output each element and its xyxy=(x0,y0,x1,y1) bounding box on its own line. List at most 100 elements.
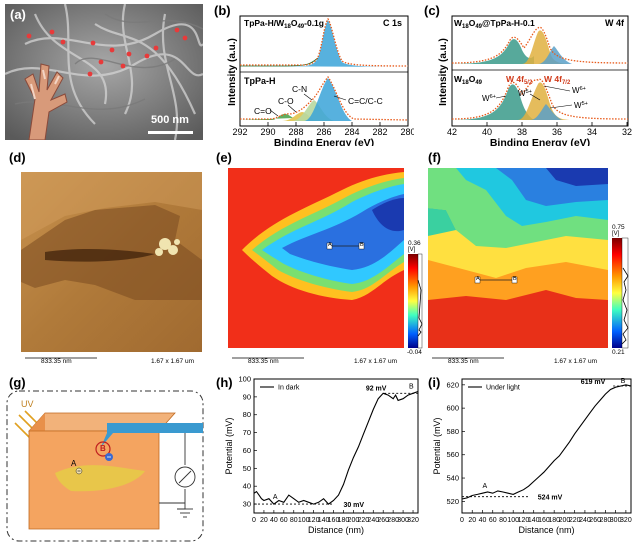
x-tick-label: 160 xyxy=(538,517,550,524)
peak-label-c-c: C=C/C-C xyxy=(348,96,383,106)
panel-g: (g) UV A B xyxy=(5,373,207,545)
top-tag: W 4f xyxy=(605,18,625,28)
x-tick-label: 288 xyxy=(288,127,303,137)
panel-h: (h) 0 20 40 60 80 100 120 140 160 180 200 220 240 260… xyxy=(212,373,424,547)
x-tick-label: 0 xyxy=(252,517,256,524)
w4f52-label: W 4f5/2 xyxy=(506,74,533,86)
point-b: B xyxy=(621,378,626,385)
y-tick-label: 560 xyxy=(446,450,459,459)
uv-label: UV xyxy=(21,399,34,409)
annotation-high: 92 mV xyxy=(366,385,387,392)
chart-light-profile: 0 20 40 60 80 1001201401601802002202402602803… xyxy=(432,378,632,535)
x-axis-label: Distance (nm) xyxy=(308,525,364,535)
x-tick-label: 32 xyxy=(622,127,632,137)
x-axis-label: Distance (nm) xyxy=(518,525,574,535)
kpfm-dark-image xyxy=(228,168,423,359)
top-title: TpPa-H/W18O49-0.1g xyxy=(244,18,324,30)
x-tick-label: 100 xyxy=(507,517,519,524)
bottom-title: W18O49 xyxy=(454,74,483,86)
point-a: A xyxy=(273,494,278,501)
x-tick-label: 80 xyxy=(290,517,298,524)
peak-label-c-n: C-N xyxy=(292,84,307,94)
top-title: W18O49@TpPa-H-0.1 xyxy=(454,18,535,30)
x-tick-label: 140 xyxy=(528,517,540,524)
point-a: A xyxy=(482,483,487,490)
point-b: B xyxy=(360,242,364,248)
x-tick-label: 282 xyxy=(372,127,387,137)
point-b: B xyxy=(100,444,106,453)
scale-left-label: 833.35 nm xyxy=(41,358,72,365)
w6-label: W6+ xyxy=(572,86,586,95)
colorbar-unit: [V] xyxy=(408,247,416,253)
x-tick-label: 40 xyxy=(482,127,492,137)
scale-bar xyxy=(148,131,193,134)
colorbar-max: 0.75 xyxy=(612,224,625,231)
panel-label: (d) xyxy=(9,150,26,165)
annotation-low: 524 mV xyxy=(538,495,563,502)
scale-right-label: 1.67 x 1.67 um xyxy=(354,358,397,365)
x-tick-label: 260 xyxy=(589,517,601,524)
afm-topography-image xyxy=(21,172,202,359)
y-tick-label: 70 xyxy=(243,428,251,437)
panel-i: (i) 0 20 40 60 80 100 120 140 160 180 200 220 240 260… xyxy=(426,373,637,547)
y-tick-label: 60 xyxy=(243,446,251,455)
colorbar-unit: [V] xyxy=(612,231,620,237)
x-tick-label: 42 xyxy=(447,127,457,137)
panel-label: (a) xyxy=(10,7,26,22)
kpfm-light-image xyxy=(428,168,629,359)
w5-label: W5+ xyxy=(574,101,588,110)
scale-right-label: 1.67 x 1.67 um xyxy=(151,358,194,365)
x-tick-label: 40 xyxy=(479,517,487,524)
panel-label: (e) xyxy=(216,150,232,165)
y-tick-label: 540 xyxy=(446,474,459,483)
x-tick-label: 100 xyxy=(298,517,310,524)
x-tick-label: 120 xyxy=(518,517,530,524)
x-tick-label: 240 xyxy=(367,517,379,524)
x-tick-label: 280 xyxy=(400,127,414,137)
x-tick-label: 300 xyxy=(610,517,622,524)
panel-a: (a) 500 nm xyxy=(4,3,204,141)
series-line xyxy=(461,384,632,500)
peak-label-c-o-double: C=O xyxy=(254,106,272,116)
x-tick-label: 280 xyxy=(600,517,612,524)
x-tick-label: 292 xyxy=(232,127,247,137)
plot-frame xyxy=(253,378,419,514)
panel-d: (d) 833.35 nm 1.67 x 1.67 um xyxy=(5,150,205,368)
panel-label: (i) xyxy=(428,375,441,390)
w4f72-label: W 4f7/2 xyxy=(544,74,571,86)
scale-left-label: 833.35 nm xyxy=(248,358,279,365)
panel-b: (b) 292 290 288 286 284 282 280 Binding … xyxy=(212,0,414,146)
y-tick-label: 100 xyxy=(238,375,251,384)
coral-inset xyxy=(24,63,68,141)
point-a: A xyxy=(71,459,77,468)
xps-c1s-plot: 292 290 288 286 284 282 280 Binding Ener… xyxy=(227,15,414,146)
x-tick-label: 300 xyxy=(397,517,409,524)
sem-image xyxy=(4,3,204,141)
x-tick-label: 140 xyxy=(318,517,330,524)
annotation-low: 30 mV xyxy=(343,502,364,509)
x-axis-label: Binding Energy (eV) xyxy=(490,137,590,146)
colorbar-min: -0.04 xyxy=(407,349,422,356)
x-tick-label: 200 xyxy=(559,517,571,524)
colorbar-max: 0.36 xyxy=(408,240,421,247)
y-axis-label: Potential (mV) xyxy=(432,417,442,474)
point-a: A xyxy=(328,242,332,248)
y-tick-label: 80 xyxy=(243,410,251,419)
series-line xyxy=(253,390,419,505)
x-tick-label: 240 xyxy=(579,517,591,524)
bottom-title: TpPa-H xyxy=(244,76,276,86)
x-tick-label: 284 xyxy=(344,127,359,137)
panel-label: (h) xyxy=(216,375,233,390)
xps-w4f-plot: 42 40 38 36 34 32 Binding Energy (eV) In… xyxy=(438,15,632,146)
annotation-high: 619 mV xyxy=(581,379,606,386)
point-b: B xyxy=(409,383,414,390)
panel-label: (f) xyxy=(428,150,441,165)
panel-c: (c) 42 40 38 36 34 32 Binding Energy (eV… xyxy=(422,0,634,146)
scale-right-label: 1.67 x 1.67 um xyxy=(554,358,597,365)
w6-label: W6+ xyxy=(482,94,496,103)
x-tick-label: 80 xyxy=(499,517,507,524)
y-tick-label: 600 xyxy=(446,404,459,413)
panel-label: (g) xyxy=(9,375,26,390)
y-axis-label: Intensity (a.u.) xyxy=(227,38,238,106)
y-tick-label: 30 xyxy=(243,500,251,509)
